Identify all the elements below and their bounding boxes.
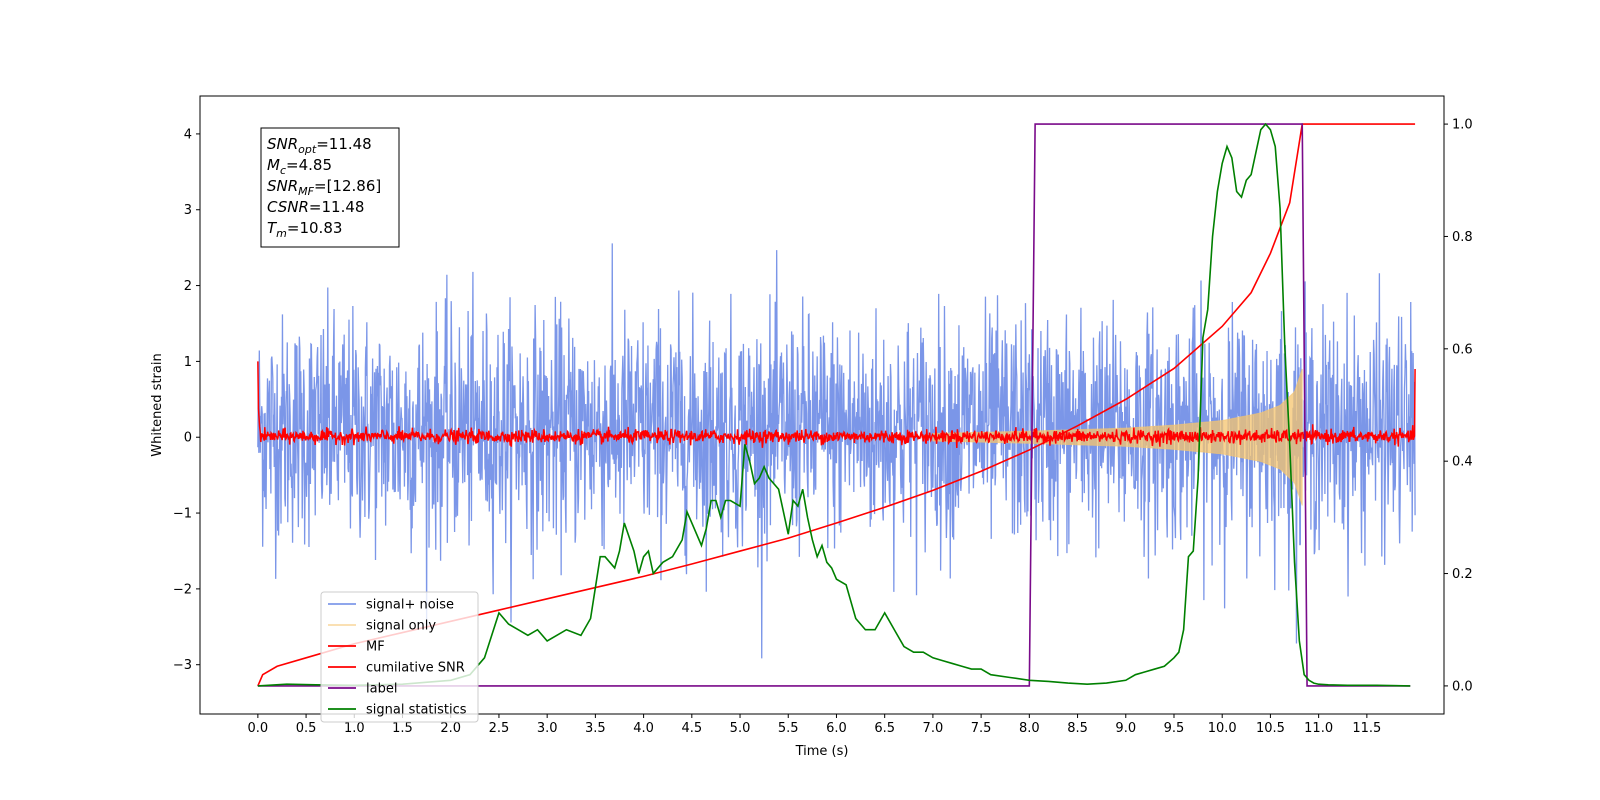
annotation-symbol: SNR: [267, 177, 298, 195]
y-axis-right: 0.0 0.2 0.4 0.6 0.8 1.0: [1444, 118, 1473, 694]
y-tick-label: −1: [173, 507, 192, 522]
x-axis-label: Time (s): [795, 744, 849, 759]
annotation-value: =10.83: [287, 219, 343, 237]
x-tick-label: 9.0: [1115, 721, 1136, 736]
annotation-box: [260, 127, 400, 248]
y-axis-label: Whitened strain: [150, 353, 165, 456]
x-tick-label: 11.5: [1352, 721, 1381, 736]
annotation-line: SNRMF=[12.86]: [267, 177, 381, 198]
y-right-tick-label: 0.6: [1452, 342, 1473, 357]
x-tick-label: 4.0: [633, 721, 654, 736]
annotation-line: Tm=10.83: [267, 219, 342, 240]
x-tick-label: 8.5: [1067, 721, 1088, 736]
annotation-symbol: SNR: [267, 135, 298, 153]
y-tick-label: 0: [184, 431, 192, 446]
legend-box: [320, 591, 479, 723]
stats-annotation: SNRopt=11.48Mc=4.85SNRMF=[12.86]CSNR=11.…: [260, 127, 400, 248]
annotation-symbol: M: [267, 156, 280, 174]
series-line-5: [257, 122, 1411, 687]
y-axis-left: −3 −2 −1 0 1 2 3 4: [173, 127, 200, 673]
legend-label-4: label: [366, 682, 397, 697]
y-right-tick-label: 1.0: [1452, 118, 1473, 133]
y-tick-label: −2: [173, 582, 192, 597]
x-axis: 0.0 0.5 1.0 1.5 2.0 2.5 3.0 3.5 4.0 4.5 5.0 5.5 6.0 6…: [248, 714, 1381, 736]
annotation-subscript: MF: [298, 185, 314, 198]
annotation-subscript: opt: [298, 143, 317, 156]
legend-label-0: signal+ noise: [366, 598, 454, 613]
x-tick-label: 4.5: [681, 721, 702, 736]
y-tick-label: 1: [184, 355, 192, 370]
legend-label-2: MF: [366, 640, 385, 655]
x-tick-label: 7.0: [923, 721, 944, 736]
annotation-value: =[12.86]: [314, 177, 381, 195]
x-tick-label: 6.5: [874, 721, 895, 736]
x-tick-label: 10.5: [1256, 721, 1285, 736]
y-right-tick-label: 0.4: [1452, 455, 1473, 470]
x-tick-label: 0.5: [296, 721, 317, 736]
x-tick-label: 0.0: [248, 721, 269, 736]
y-right-tick-label: 0.0: [1452, 679, 1473, 694]
annotation-value: =11.48: [316, 135, 372, 153]
annotation-value: =11.48: [309, 198, 365, 216]
series-line-4: [257, 123, 1411, 687]
legend-label-1: signal only: [366, 619, 436, 634]
x-tick-label: 5.5: [778, 721, 799, 736]
x-tick-label: 2.5: [489, 721, 510, 736]
x-tick-label: 2.0: [440, 721, 461, 736]
x-tick-label: 1.5: [392, 721, 413, 736]
x-tick-label: 8.0: [1019, 721, 1040, 736]
x-tick-label: 3.5: [585, 721, 606, 736]
x-tick-label: 3.0: [537, 721, 558, 736]
annotation-line: SNRopt=11.48: [267, 135, 372, 156]
y-right-tick-label: 0.2: [1452, 567, 1473, 582]
x-tick-label: 11.0: [1304, 721, 1333, 736]
legend-label-5: signal statistics: [366, 703, 467, 718]
x-tick-label: 10.0: [1208, 721, 1237, 736]
annotation-subscript: m: [276, 227, 287, 240]
x-tick-label: 6.0: [826, 721, 847, 736]
y-tick-label: 3: [184, 203, 192, 218]
legend: signal+ noise signal only MF cumilative SNR…: [320, 591, 479, 723]
axes-frame: [199, 95, 1445, 715]
annotation-value: =4.85: [286, 156, 332, 174]
series-line-2: [257, 361, 1416, 449]
annotation-line: Mc=4.85: [267, 156, 332, 177]
y-tick-label: 4: [184, 127, 192, 142]
annotation-symbol: T: [267, 219, 278, 237]
y-right-tick-label: 0.8: [1452, 230, 1473, 245]
annotation-symbol: CSNR: [267, 198, 309, 216]
annotation-subscript: c: [280, 164, 286, 177]
x-tick-label: 7.5: [971, 721, 992, 736]
annotation-line: CSNR=11.48: [267, 198, 364, 216]
x-tick-label: 9.5: [1164, 721, 1185, 736]
y-tick-label: 2: [184, 279, 192, 294]
y-tick-label: −3: [173, 658, 192, 673]
x-tick-label: 5.0: [730, 721, 751, 736]
x-tick-label: 1.0: [344, 721, 365, 736]
legend-label-3: cumilative SNR: [366, 661, 465, 676]
